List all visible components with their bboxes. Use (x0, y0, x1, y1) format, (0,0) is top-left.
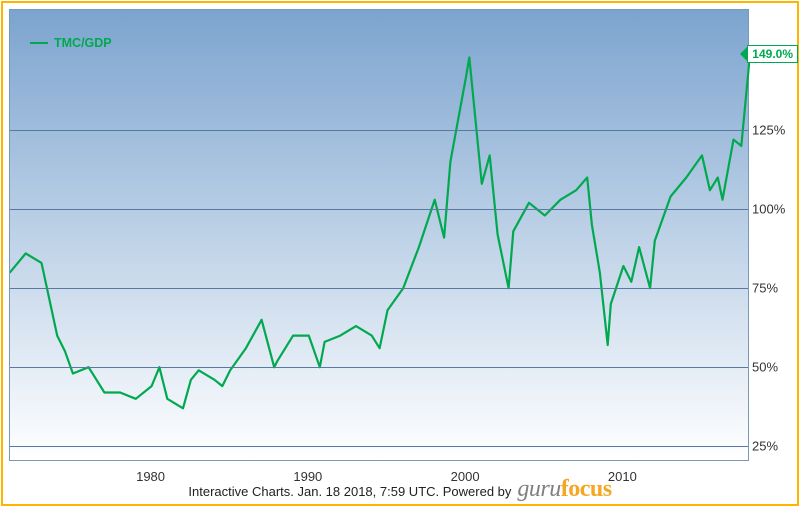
footer: Interactive Charts. Jan. 18 2018, 7:59 U… (0, 476, 800, 503)
logo-guru-text: guru (517, 476, 560, 502)
line-series (10, 10, 750, 462)
y-tick-label: 25% (752, 439, 794, 454)
callout-value: 149.0% (747, 45, 798, 63)
y-tick-label: 125% (752, 123, 794, 138)
legend: TMC/GDP (30, 36, 112, 50)
legend-label: TMC/GDP (54, 36, 112, 50)
gridline-h (10, 130, 748, 131)
y-tick-label: 75% (752, 281, 794, 296)
gurufocus-logo: gurufocus (517, 476, 611, 503)
chart-plot-area: TMC/GDP 149.0% 25%50%75%100%125% (9, 9, 749, 461)
logo-focus-text: focus (561, 476, 612, 502)
y-tick-label: 50% (752, 360, 794, 375)
y-tick-label: 100% (752, 202, 794, 217)
gridline-h (10, 367, 748, 368)
value-callout: 149.0% (740, 45, 798, 63)
legend-swatch (30, 42, 48, 45)
footer-text: Interactive Charts. Jan. 18 2018, 7:59 U… (188, 484, 511, 499)
gridline-h (10, 446, 748, 447)
gridline-h (10, 209, 748, 210)
gridline-h (10, 288, 748, 289)
